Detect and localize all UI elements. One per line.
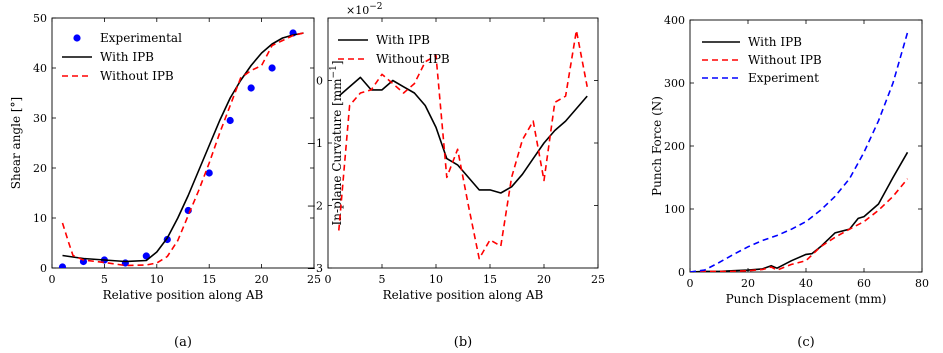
legend-without-ipb-label: Without IPB	[100, 69, 174, 83]
y-tick-label: 400	[664, 14, 685, 27]
x-tick-label: 5	[101, 273, 108, 286]
x-tick-label: 5	[379, 273, 386, 286]
plot-area	[58, 29, 304, 268]
series-experiment-line	[690, 32, 909, 272]
y-tick-label: 40	[33, 62, 47, 75]
x-tick-label: 0	[687, 277, 694, 290]
y-axis-label: Punch Force (N)	[650, 96, 664, 196]
legend: With IPB Without IPB Experiment	[702, 35, 822, 85]
x-tick-label: 40	[799, 277, 813, 290]
series-experimental-point	[247, 84, 255, 92]
x-tick-label: 25	[307, 273, 321, 286]
series-experimental-point	[58, 263, 67, 268]
x-tick-label: 15	[483, 273, 497, 286]
subfigure-caption: (a)	[174, 335, 192, 350]
x-tick-label: 80	[915, 277, 929, 290]
axis-scale-exponent: −2	[369, 2, 382, 12]
y-tick-label: 200	[664, 140, 685, 153]
x-tick-label: 10	[429, 273, 443, 286]
x-tick-label: 20	[741, 277, 755, 290]
chart-a: 0 5 10 15 20 25 0 10 20 30 40 50 Relative position a…	[9, 12, 321, 350]
series-with-ipb-line	[338, 76, 588, 194]
chart-c: 0 20 40 60 80 0 100 200 300 400 Punch Displacement…	[650, 14, 929, 350]
y-tick-label: 100	[664, 203, 685, 216]
y-axis-label-close: ]	[330, 60, 344, 65]
x-axis-label: Punch Displacement (mm)	[726, 292, 887, 306]
series-without-ipb-line	[338, 29, 588, 260]
legend-experimental-label: Experimental	[100, 31, 182, 45]
y-axis-label: Shear angle [°]	[9, 97, 23, 189]
legend: Experimental With IPB Without IPB	[62, 31, 182, 83]
series-without-ipb-line	[690, 178, 909, 272]
series-experimental-point	[142, 252, 150, 260]
x-tick-label: 20	[255, 273, 269, 286]
y-tick-label: −1	[307, 137, 323, 150]
y-tick-label: 300	[664, 77, 685, 90]
series-with-ipb-line	[62, 32, 304, 263]
y-tick-label: 0	[40, 262, 47, 275]
x-axis-label: Relative position along AB	[383, 288, 544, 302]
y-axis-label-superscript: −1	[329, 65, 339, 78]
y-tick-label: 30	[33, 112, 47, 125]
subfigure-caption: (b)	[454, 335, 472, 350]
x-tick-label: 0	[325, 273, 332, 286]
legend-with-ipb-label: With IPB	[748, 35, 802, 49]
x-tick-label: 60	[857, 277, 871, 290]
series-experimental-point	[205, 169, 213, 177]
y-tick-label: 20	[33, 162, 47, 175]
y-tick-label: 0	[678, 266, 685, 279]
series-without-ipb-line	[61, 32, 304, 267]
x-tick-label: 10	[150, 273, 164, 286]
legend-with-ipb-label: With IPB	[100, 50, 154, 64]
series-experimental-point	[226, 116, 234, 125]
legend: With IPB Without IPB	[338, 33, 450, 66]
y-tick-label: 50	[33, 12, 47, 25]
x-tick-label: 20	[537, 273, 551, 286]
y-axis-label: In-plane Curvature [mm−1]	[329, 60, 344, 225]
x-axis-label: Relative position along AB	[103, 288, 264, 302]
y-tick-label: −3	[307, 262, 323, 275]
y-tick-label: −2	[307, 200, 323, 213]
legend-without-ipb-label: Without IPB	[748, 53, 822, 67]
plot-frame	[327, 17, 599, 269]
legend-experimental-marker	[73, 34, 81, 42]
y-tick-label: 0	[316, 75, 323, 88]
legend-experiment-label: Experiment	[748, 71, 819, 85]
x-tick-label: 25	[591, 273, 605, 286]
legend-with-ipb-label: With IPB	[376, 33, 430, 47]
x-tick-label: 0	[49, 273, 56, 286]
y-tick-label: 10	[33, 212, 47, 225]
series-experimental-point	[268, 64, 276, 72]
plot-area	[338, 29, 588, 260]
x-tick-label: 15	[202, 273, 216, 286]
subfigure-caption: (c)	[797, 335, 814, 350]
axis-scale-factor: ×10−2	[346, 2, 383, 17]
plot-area	[690, 32, 909, 272]
plot-frame	[51, 17, 315, 269]
legend-without-ipb-label: Without IPB	[376, 52, 450, 66]
